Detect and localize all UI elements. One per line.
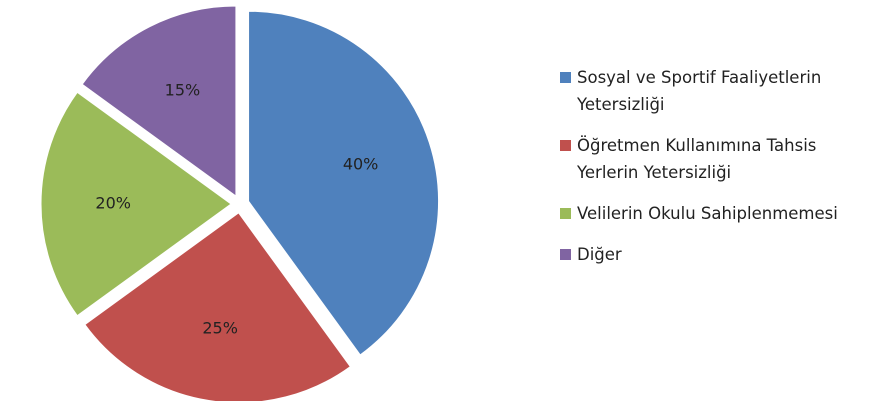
legend-swatch: [560, 72, 571, 83]
legend-label: Diğer: [577, 245, 622, 264]
legend: Sosyal ve Sportif Faaliyetlerin Yetersiz…: [560, 64, 860, 282]
legend-swatch: [560, 140, 571, 151]
pie-slice: [40, 91, 232, 317]
data-label: 20%: [95, 194, 131, 213]
data-label: 25%: [202, 319, 238, 338]
pie-slice: [248, 10, 440, 356]
legend-item: Öğretmen Kullanımına Tahsis Yerlerin Yet…: [560, 132, 860, 186]
data-label: 15%: [165, 81, 201, 100]
legend-item: Sosyal ve Sportif Faaliyetlerin Yetersiz…: [560, 64, 860, 118]
legend-label: Velilerin Okulu Sahiplenmemesi: [577, 204, 838, 223]
legend-swatch: [560, 249, 571, 260]
chart: 40% 25% 20% 15%: [40, 5, 440, 401]
pie-slice: [81, 5, 237, 197]
legend-swatch: [560, 208, 571, 219]
legend-item: Diğer: [560, 241, 860, 268]
legend-item: Velilerin Okulu Sahiplenmemesi: [560, 200, 860, 227]
legend-label: Öğretmen Kullanımına Tahsis Yerlerin Yet…: [577, 136, 817, 182]
data-label: 40%: [343, 154, 379, 173]
legend-label: Sosyal ve Sportif Faaliyetlerin Yetersiz…: [577, 68, 822, 114]
